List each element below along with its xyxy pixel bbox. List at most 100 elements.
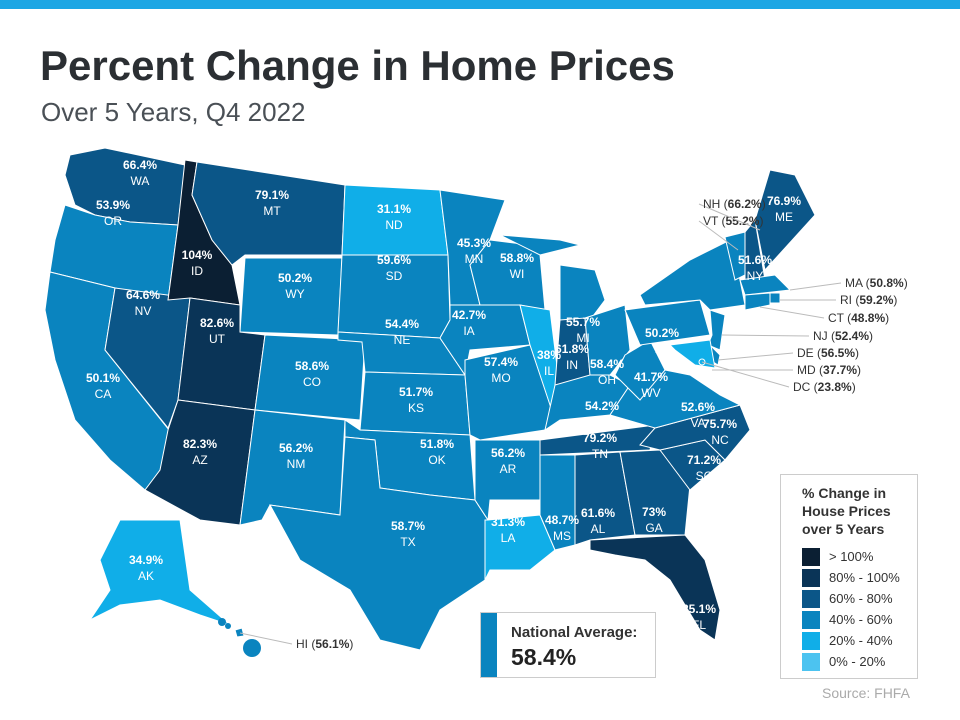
- state-fl: [589, 534, 721, 641]
- callout-label-nj: NJ (52.4%): [813, 329, 873, 343]
- state-abbr: SD: [386, 269, 403, 283]
- callout-leader-line: [698, 220, 739, 251]
- national-average-box: National Average: 58.4%: [480, 612, 656, 678]
- state-value: 31.3%: [491, 515, 525, 529]
- state-abbr: NJ (: [813, 329, 835, 343]
- state-value: 59.6%: [377, 253, 411, 267]
- legend-item: 60% - 80%: [802, 588, 917, 609]
- legend-swatch: [802, 631, 820, 650]
- callout-label-hi: HI (56.1%): [296, 637, 353, 651]
- state-me: [754, 169, 816, 272]
- state-abbr: TN: [592, 447, 608, 461]
- state-value: 54.2%: [585, 399, 619, 413]
- state-abbr: NE: [394, 333, 411, 347]
- state-value: 50.8%: [870, 276, 904, 290]
- legend-item: > 100%: [802, 546, 917, 567]
- state-abbr: WY: [285, 287, 304, 301]
- legend-label: 20% - 40%: [829, 633, 893, 648]
- legend-label: > 100%: [829, 549, 874, 564]
- state-al: [574, 451, 636, 546]
- state-abbr: WI: [510, 267, 525, 281]
- state-abbr: DE (: [797, 346, 821, 360]
- state-value: 104%: [182, 248, 213, 262]
- state-value: 52.4%: [835, 329, 869, 343]
- state-ga: [619, 449, 691, 536]
- state-abbr: CT (: [828, 311, 851, 325]
- state-value: 53.9%: [96, 198, 130, 212]
- state-value: 61.8%: [555, 342, 589, 356]
- state-abbr: AK: [138, 569, 154, 583]
- state-abbr: MO: [491, 371, 510, 385]
- state-abbr: AL: [591, 522, 606, 536]
- state-ct: [744, 292, 771, 311]
- state-nj: [707, 309, 726, 351]
- state-abbr: VA: [690, 416, 705, 430]
- state-value: 51.8%: [420, 437, 454, 451]
- state-value: 23.8%: [818, 380, 852, 394]
- callout-leader-line: [721, 334, 810, 337]
- legend: % Change in House Prices over 5 Years > …: [780, 474, 918, 679]
- state-value: 56.5%: [821, 346, 855, 360]
- state-value: 82.3%: [183, 437, 217, 451]
- state-value: 58.7%: [391, 519, 425, 533]
- state-value: 85.1%: [682, 602, 716, 616]
- callout-label-ct: CT (48.8%): [828, 311, 889, 325]
- state-abbr: CO: [303, 375, 321, 389]
- state-abbr: NH (: [703, 197, 728, 211]
- state-value: 37.7%: [823, 363, 857, 377]
- legend-label: 0% - 20%: [829, 654, 886, 669]
- legend-item: 40% - 60%: [802, 609, 917, 630]
- state-abbr: DC (: [793, 380, 818, 394]
- state-abbr: VT (: [703, 214, 725, 228]
- state-value: 58.8%: [500, 251, 534, 265]
- state-value: 48.8%: [851, 311, 885, 325]
- state-abbr: OR: [104, 214, 122, 228]
- callout-label-ma: MA (50.8%): [845, 276, 908, 290]
- state-value: 56.2%: [279, 441, 313, 455]
- callout-label-de: DE (56.5%): [797, 346, 859, 360]
- legend-label: 40% - 60%: [829, 612, 893, 627]
- callout-leader-line: [698, 203, 761, 231]
- state-value: 66.2%: [728, 197, 762, 211]
- state-hi: [234, 627, 245, 638]
- legend-label: 60% - 80%: [829, 591, 893, 606]
- state-abbr: IA: [463, 324, 474, 338]
- state-abbr: KY: [594, 415, 610, 429]
- state-value: 50.2%: [278, 271, 312, 285]
- state-value: 34.9%: [129, 553, 163, 567]
- state-abbr: WV: [641, 386, 660, 400]
- state-oh: [584, 304, 631, 376]
- state-abbr: MT: [263, 204, 281, 218]
- legend-swatch: [802, 610, 820, 629]
- callout-leader-line: [239, 632, 293, 645]
- state-abbr: ME: [775, 210, 793, 224]
- state-abbr: MN: [465, 252, 484, 266]
- state-value: 31.1%: [377, 202, 411, 216]
- legend-item: 0% - 20%: [802, 651, 917, 672]
- state-abbr: NM: [287, 457, 306, 471]
- state-abbr: MS: [553, 529, 571, 543]
- state-value: 50.2%: [645, 326, 679, 340]
- state-ak: [88, 519, 231, 626]
- state-abbr: OK: [428, 453, 445, 467]
- state-abbr: NV: [135, 304, 152, 318]
- state-abbr: ID: [191, 264, 203, 278]
- state-hi-island: [225, 623, 231, 629]
- state-value: 66.4%: [123, 158, 157, 172]
- state-hi-island: [243, 639, 261, 657]
- callout-label-dc: DC (23.8%): [793, 380, 856, 394]
- legend-label: 80% - 100%: [829, 570, 900, 585]
- source-note: Source: FHFA: [822, 685, 910, 701]
- state-pa: [624, 299, 711, 346]
- state-value: 79.1%: [255, 188, 289, 202]
- state-abbr: ND: [385, 218, 403, 232]
- state-abbr: MA (: [845, 276, 870, 290]
- page-subtitle: Over 5 Years, Q4 2022: [41, 97, 306, 127]
- callout-leader-line: [789, 282, 842, 291]
- state-value: 45.3%: [457, 236, 491, 250]
- page-title: Percent Change in Home Prices: [40, 42, 675, 89]
- state-abbr: AR: [500, 462, 517, 476]
- state-abbr: GA: [645, 521, 662, 535]
- state-ms: [539, 454, 576, 551]
- state-tx: [269, 436, 489, 651]
